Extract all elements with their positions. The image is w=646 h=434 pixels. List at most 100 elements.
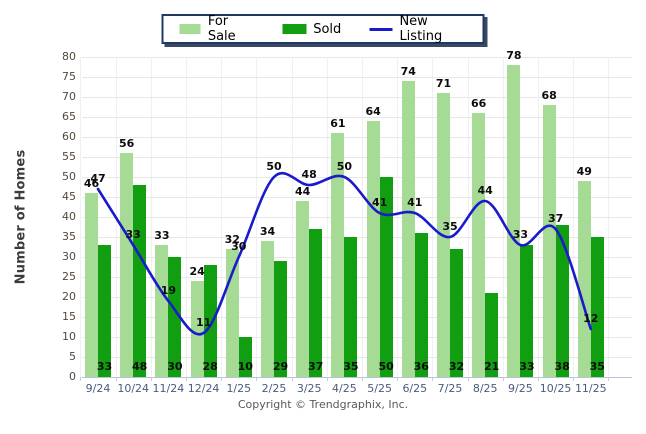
bar-for-sale [155, 245, 169, 377]
legend-item-for-sale: For Sale [179, 14, 255, 44]
for-sale-value-label: 34 [259, 225, 276, 238]
for-sale-value-label: 64 [365, 105, 381, 118]
sold-value-label: 33 [519, 360, 535, 373]
gridline [82, 177, 632, 178]
x-tick [221, 377, 223, 381]
x-tick-label: 7/25 [437, 382, 463, 395]
gridline [82, 157, 632, 158]
new-listing-value-label: 44 [477, 184, 493, 197]
x-tick [362, 377, 363, 381]
x-tick-label: 9/25 [508, 382, 533, 395]
sold-value-label: 35 [343, 360, 359, 373]
gridline [82, 97, 632, 98]
for-sale-value-label: 33 [154, 229, 170, 242]
legend-item-sold: Sold [282, 22, 341, 37]
for-sale-value-label: 49 [576, 165, 592, 178]
y-tick-label: 25 [62, 270, 76, 283]
bar-sold [414, 233, 428, 377]
x-tick-label: 1/25 [226, 382, 252, 395]
gridline [82, 217, 632, 218]
y-tick-label: 65 [62, 110, 76, 123]
sold-value-label: 30 [167, 360, 183, 373]
x-tick [608, 377, 610, 381]
y-tick-label: 80 [62, 50, 76, 63]
x-tick [186, 377, 187, 381]
bar-for-sale [366, 121, 380, 377]
y-tick-label: 10 [62, 330, 76, 343]
new-listing-value-label: 48 [301, 168, 317, 181]
for-sale-value-label: 68 [541, 89, 557, 102]
x-tick [502, 377, 504, 381]
x-tick [397, 377, 399, 381]
bar-sold [309, 229, 323, 377]
sold-value-label: 33 [96, 360, 113, 373]
y-tick-label: 40 [62, 210, 76, 223]
legend-item-new-listing: New Listing [369, 14, 466, 44]
for-sale-value-label: 44 [295, 185, 311, 198]
bar-sold [520, 245, 534, 377]
x-tick-label: 10/24 [117, 382, 150, 395]
y-tick-label: 30 [62, 250, 76, 263]
x-tick [467, 377, 469, 381]
gridline [82, 57, 632, 58]
x-tick [326, 377, 328, 381]
x-tick-label: 8/25 [472, 382, 498, 395]
bar-for-sale [85, 193, 98, 377]
plot-area: 0 5 10 15 20 25 30 35 40 45 50 55 60 65 70 75 80 9/24 10/2… [62, 50, 632, 395]
gridline [82, 137, 632, 138]
for-sale-swatch-icon [179, 24, 201, 34]
x-tick-label: 4/25 [332, 382, 357, 395]
x-tick-label: 2/25 [261, 382, 287, 395]
sold-value-label: 10 [237, 360, 253, 373]
footer-copyright: Copyright © Trendgraphix, Inc. [237, 398, 409, 411]
bar-for-sale [542, 105, 556, 377]
y-tick-label: 75 [62, 70, 76, 83]
gridline [82, 197, 632, 198]
bar-sold [168, 257, 182, 377]
sold-value-label: 32 [448, 360, 465, 373]
y-tick-label: 50 [62, 170, 76, 183]
bar-sold [555, 225, 569, 377]
x-tick-label: 5/25 [367, 382, 392, 395]
y-tick-label: 55 [62, 150, 76, 163]
bar-sold [274, 261, 287, 377]
sold-value-label: 50 [378, 360, 394, 373]
bar-for-sale [296, 201, 310, 377]
legend-label-new-listing: New Listing [399, 14, 443, 44]
y-tick-label: 5 [69, 350, 76, 363]
x-tick [538, 377, 539, 381]
bar-for-sale [120, 153, 134, 377]
y-axis-title: Number of Homes [13, 149, 29, 285]
bar-sold [485, 293, 499, 377]
new-listing-value-label: 11 [195, 316, 212, 329]
new-listing-value-label: 35 [442, 220, 458, 233]
y-tick-label: 60 [62, 130, 76, 143]
x-tick-label: 6/25 [402, 382, 428, 395]
new-listing-value-label: 47 [90, 172, 106, 185]
sold-value-label: 48 [132, 360, 148, 373]
new-listing-value-label: 19 [160, 284, 177, 297]
legend: For Sale Sold New Listing [161, 14, 485, 44]
y-tick-label: 0 [69, 370, 76, 383]
new-listing-value-label: 37 [547, 212, 564, 225]
for-sale-value-label: 78 [506, 49, 522, 62]
new-listing-value-label: 50 [266, 160, 282, 173]
bar-for-sale [190, 281, 204, 377]
gridline [82, 117, 632, 118]
bar-sold [238, 337, 252, 377]
bar-sold [344, 237, 358, 377]
bar-for-sale [261, 241, 274, 377]
x-tick [80, 377, 82, 381]
x-tick-label: 11/25 [574, 382, 607, 395]
new-listing-line-swatch-icon [369, 27, 393, 31]
sold-value-label: 37 [308, 360, 324, 373]
x-tick [291, 377, 293, 381]
for-sale-value-label: 61 [330, 117, 346, 130]
y-tick-label: 45 [62, 190, 76, 203]
x-tick [150, 377, 152, 381]
new-listing-value-label: 12 [583, 312, 599, 325]
bar-sold [450, 249, 463, 377]
v-gridline [80, 57, 82, 377]
sold-value-label: 28 [202, 360, 218, 373]
